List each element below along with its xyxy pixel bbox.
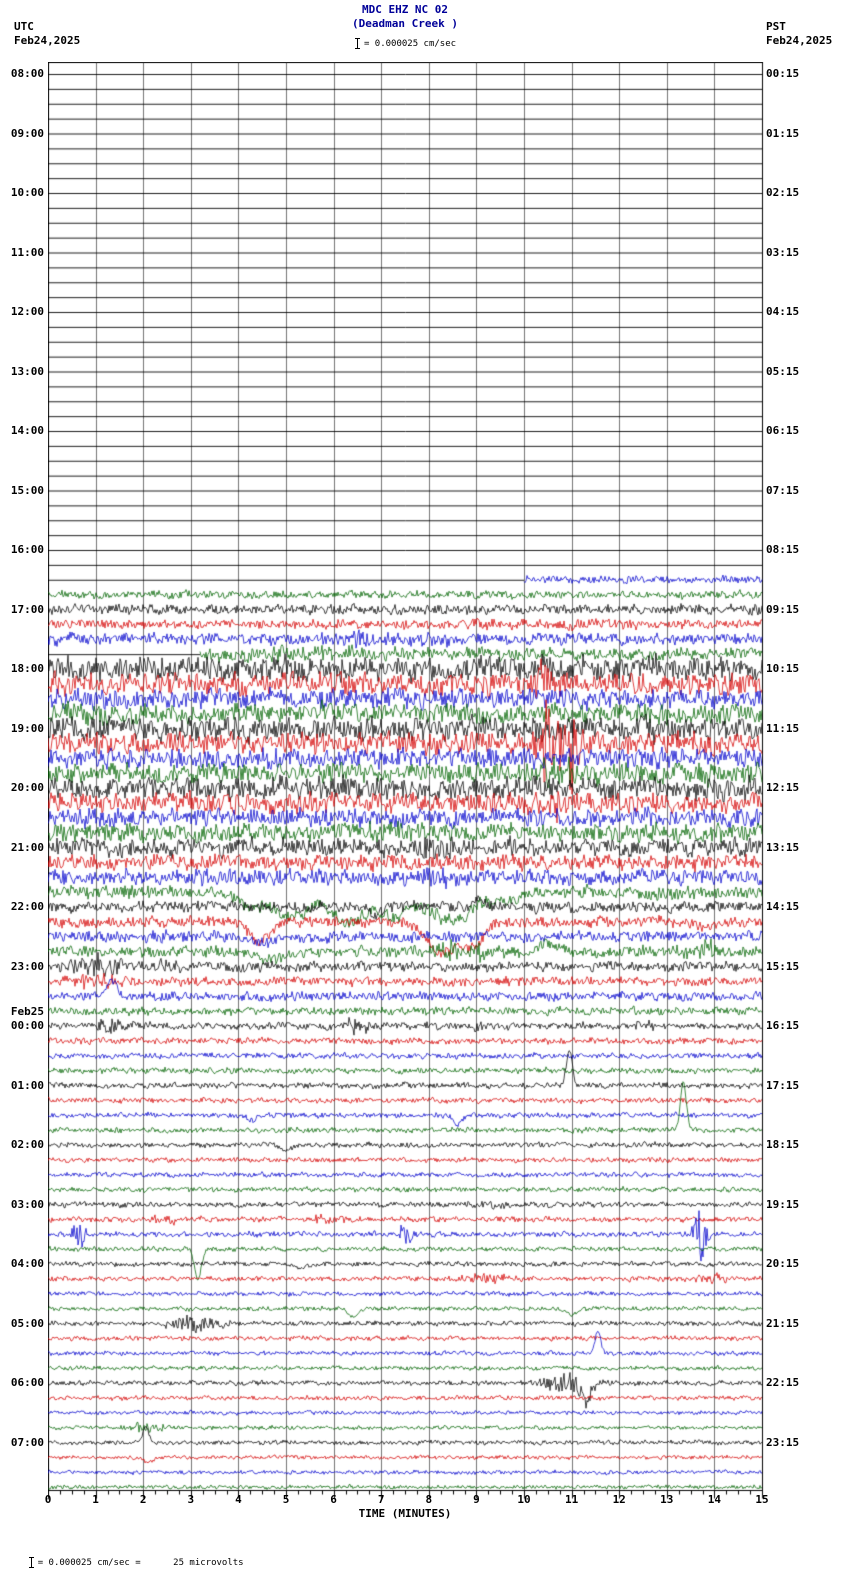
utc-hour-label: 05:00 [10,1316,44,1330]
pst-hour-label: 09:15 [766,602,800,616]
utc-hour-label: 18:00 [10,662,44,675]
utc-hour-label: 00:00 [10,1019,44,1032]
x-axis-title: TIME (MINUTES) [358,1507,452,1520]
seismogram-plot [48,62,764,1504]
right-header: PST Feb24,2025 [766,20,832,48]
footer-scale-icon [28,1557,35,1568]
utc-hour-label: 14:00 [10,424,44,437]
x-tick-label: 15 [755,1493,769,1506]
x-tick-label: 14 [707,1493,722,1506]
pst-hour-label: 05:15 [766,364,800,378]
x-tick-label: 13 [660,1493,674,1506]
pst-hour-label: 07:15 [766,483,800,497]
footer-scale-text: = 0.000025 cm/sec = 25 microvolts [37,1558,244,1568]
x-tick-label: 2 [139,1493,147,1506]
utc-hour-label: 11:00 [10,245,44,259]
x-tick-label: 7 [377,1493,385,1506]
utc-hour-label: 13:00 [10,364,44,378]
pst-hour-label: 23:15 [766,1435,800,1449]
pst-hour-label: 03:15 [766,245,800,259]
pst-hour-label: 21:15 [766,1316,800,1330]
x-tick-label: 6 [330,1493,337,1506]
pst-hour-label: 08:15 [766,543,800,556]
x-tick-label: 11 [564,1493,579,1506]
utc-hour-label: 19:00 [10,721,44,735]
utc-timezone-label: UTC [14,20,34,33]
pst-hour-label: 16:15 [766,1019,800,1032]
pst-hour-label: 15:15 [766,959,800,973]
x-tick-label: 1 [92,1493,99,1506]
x-tick-label: 4 [235,1493,242,1506]
utc-date-rollover-label: Feb25 [10,1005,44,1018]
amplitude-scale-line: = 0.000025 cm/sec [48,38,762,49]
pst-hour-label: 20:15 [766,1257,800,1270]
station-subtitle: (Deadman Creek ) [352,17,458,30]
pst-hour-label: 18:15 [766,1138,800,1151]
utc-hour-label: 16:00 [10,543,44,556]
pst-hour-label: 01:15 [766,126,800,140]
x-tick-label: 12 [612,1493,626,1506]
pst-hour-label: 04:15 [766,305,800,318]
x-tick-label: 9 [473,1493,480,1506]
utc-hour-label: 23:00 [10,959,44,973]
x-tick-label: 3 [187,1493,195,1506]
pst-hour-label: 10:15 [766,662,800,675]
x-tick-label: 10 [517,1493,531,1506]
pst-hour-label: 13:15 [766,840,800,854]
pst-hour-label: 14:15 [766,900,800,913]
utc-hour-label: 12:00 [10,305,44,318]
utc-hour-label: 07:00 [10,1435,44,1449]
utc-hour-label: 17:00 [10,602,44,616]
utc-hour-label: 10:00 [10,186,44,199]
pst-timezone-label: PST [766,20,786,33]
utc-hour-label: 09:00 [10,126,44,140]
station-title: MDC EHZ NC 02 [361,3,449,16]
pst-hour-label: 06:15 [766,424,800,437]
utc-hour-label: 01:00 [10,1078,44,1092]
utc-hour-label: 03:00 [10,1197,44,1211]
footer-scale-note: = 0.000025 cm/sec = 25 microvolts [6,1547,244,1578]
pst-hour-label: 12:15 [766,781,800,794]
left-header: UTC Feb24,2025 [14,20,80,48]
utc-hour-label: 08:00 [10,67,44,80]
x-tick-label: 8 [425,1493,433,1506]
utc-hour-label: 15:00 [10,483,44,497]
utc-hour-label: 02:00 [10,1138,44,1151]
pst-hour-label: 00:15 [766,67,800,80]
pst-hour-label: 02:15 [766,186,800,199]
pst-date-label: Feb24,2025 [766,34,833,47]
utc-hour-label: 20:00 [10,781,44,794]
pst-hour-label: 19:15 [766,1197,800,1211]
utc-date-label: Feb24,2025 [14,34,81,47]
x-tick-label: 5 [282,1493,290,1506]
pst-hour-label: 22:15 [766,1376,800,1389]
amplitude-scale-icon [354,38,361,49]
pst-hour-label: 17:15 [766,1078,800,1092]
utc-hour-label: 04:00 [10,1257,44,1270]
pst-hour-label: 11:15 [766,721,800,735]
utc-hour-label: 06:00 [10,1376,44,1389]
utc-hour-label: 22:00 [10,900,44,913]
utc-hour-label: 21:00 [10,840,44,854]
amplitude-scale-label: = 0.000025 cm/sec [363,39,457,49]
x-tick-label: 0 [44,1493,52,1506]
